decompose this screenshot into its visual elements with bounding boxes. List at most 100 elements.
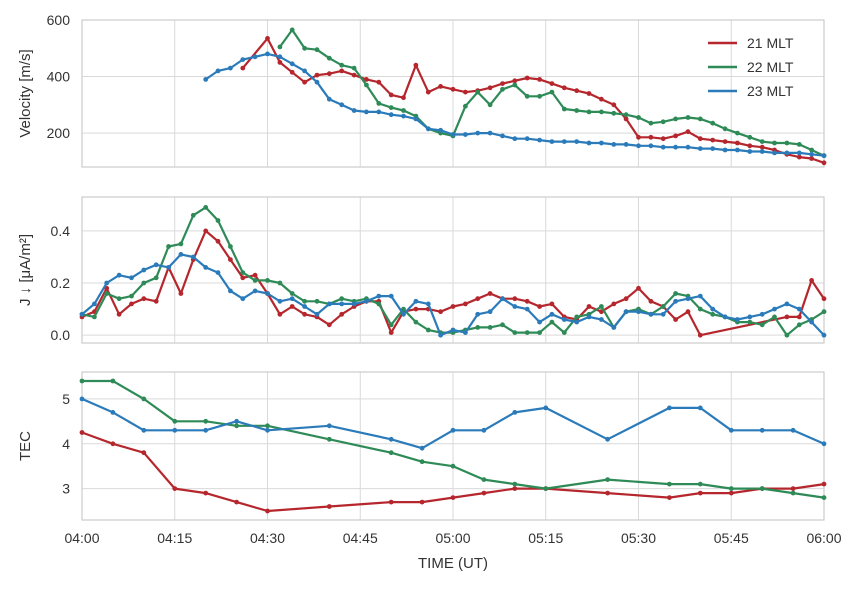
data-point bbox=[289, 291, 295, 296]
data-point bbox=[215, 238, 221, 244]
data-point bbox=[240, 57, 246, 62]
x-tick-label: 05:00 bbox=[435, 530, 470, 546]
y-tick-label: 0.4 bbox=[51, 223, 71, 239]
data-point bbox=[116, 272, 122, 278]
data-point bbox=[265, 278, 270, 283]
data-point bbox=[339, 68, 345, 74]
data-point bbox=[500, 322, 505, 328]
data-point bbox=[697, 146, 703, 152]
data-point bbox=[537, 93, 542, 99]
data-point bbox=[821, 332, 827, 338]
data-point bbox=[673, 116, 678, 122]
y-tick-label: 3 bbox=[62, 481, 70, 497]
y-tick-label: 0.0 bbox=[51, 327, 71, 343]
data-point bbox=[438, 127, 443, 133]
data-point bbox=[636, 134, 641, 140]
data-point bbox=[141, 296, 147, 302]
data-point bbox=[648, 143, 654, 149]
data-point bbox=[438, 332, 443, 338]
data-point bbox=[772, 306, 777, 312]
data-point bbox=[388, 105, 394, 110]
data-point bbox=[796, 322, 802, 328]
data-point bbox=[438, 84, 443, 89]
data-point bbox=[697, 405, 703, 411]
data-point bbox=[487, 102, 493, 108]
x-tick-label: 04:00 bbox=[64, 530, 99, 546]
data-point bbox=[339, 296, 345, 302]
data-point bbox=[419, 499, 425, 505]
data-point bbox=[697, 332, 703, 338]
data-point bbox=[234, 499, 240, 505]
data-point bbox=[623, 116, 629, 122]
data-point bbox=[463, 330, 468, 335]
data-point bbox=[605, 477, 610, 482]
data-point bbox=[747, 314, 753, 320]
data-point bbox=[809, 278, 814, 283]
data-point bbox=[574, 88, 580, 94]
data-point bbox=[302, 45, 307, 51]
data-point bbox=[425, 89, 431, 95]
data-point bbox=[561, 330, 567, 335]
data-point bbox=[326, 436, 332, 442]
data-point bbox=[129, 275, 134, 281]
data-point bbox=[481, 427, 487, 433]
data-point bbox=[722, 126, 728, 132]
data-point bbox=[722, 147, 728, 153]
data-point bbox=[660, 119, 666, 125]
data-point bbox=[549, 139, 555, 145]
data-point bbox=[636, 115, 641, 120]
data-point bbox=[487, 85, 493, 91]
series-23-mlt bbox=[79, 252, 827, 338]
x-tick-label: 06:00 bbox=[806, 530, 841, 546]
data-point bbox=[796, 142, 802, 147]
data-point bbox=[512, 330, 518, 335]
data-point bbox=[302, 68, 307, 74]
data-point bbox=[252, 272, 258, 278]
data-point bbox=[735, 130, 740, 136]
data-point bbox=[605, 436, 610, 442]
data-point bbox=[660, 144, 666, 150]
data-point bbox=[129, 293, 134, 299]
data-point bbox=[302, 79, 307, 85]
data-point bbox=[685, 144, 691, 150]
panel-frame bbox=[81, 19, 825, 168]
data-point bbox=[339, 301, 345, 307]
data-point bbox=[265, 427, 270, 433]
data-point bbox=[623, 142, 629, 147]
data-point bbox=[475, 311, 481, 317]
y-tick-label: 5 bbox=[62, 391, 70, 407]
x-tick-label: 04:15 bbox=[157, 530, 192, 546]
data-point bbox=[623, 112, 629, 118]
data-point bbox=[450, 495, 456, 500]
data-point bbox=[586, 91, 592, 96]
data-point bbox=[326, 96, 332, 102]
data-point bbox=[104, 291, 110, 296]
data-point bbox=[697, 136, 703, 142]
data-point bbox=[599, 304, 604, 309]
data-point bbox=[326, 301, 332, 307]
data-point bbox=[784, 332, 790, 338]
data-point bbox=[796, 154, 802, 160]
data-point bbox=[339, 102, 345, 108]
data-point bbox=[549, 319, 555, 325]
data-point bbox=[487, 130, 493, 136]
data-point bbox=[289, 27, 295, 33]
data-point bbox=[326, 504, 332, 509]
data-point bbox=[326, 55, 332, 61]
data-point bbox=[463, 132, 468, 137]
data-point bbox=[759, 139, 765, 145]
data-point bbox=[549, 81, 555, 86]
data-point bbox=[110, 410, 116, 415]
data-point bbox=[697, 490, 703, 496]
data-point bbox=[463, 89, 468, 95]
data-point bbox=[228, 288, 233, 294]
data-point bbox=[339, 62, 345, 68]
data-point bbox=[586, 314, 592, 320]
data-point bbox=[215, 218, 221, 223]
data-point bbox=[116, 311, 122, 317]
data-point bbox=[697, 293, 703, 299]
data-point bbox=[481, 477, 487, 482]
data-point bbox=[809, 151, 814, 157]
legend-label: 21 MLT bbox=[747, 35, 794, 51]
